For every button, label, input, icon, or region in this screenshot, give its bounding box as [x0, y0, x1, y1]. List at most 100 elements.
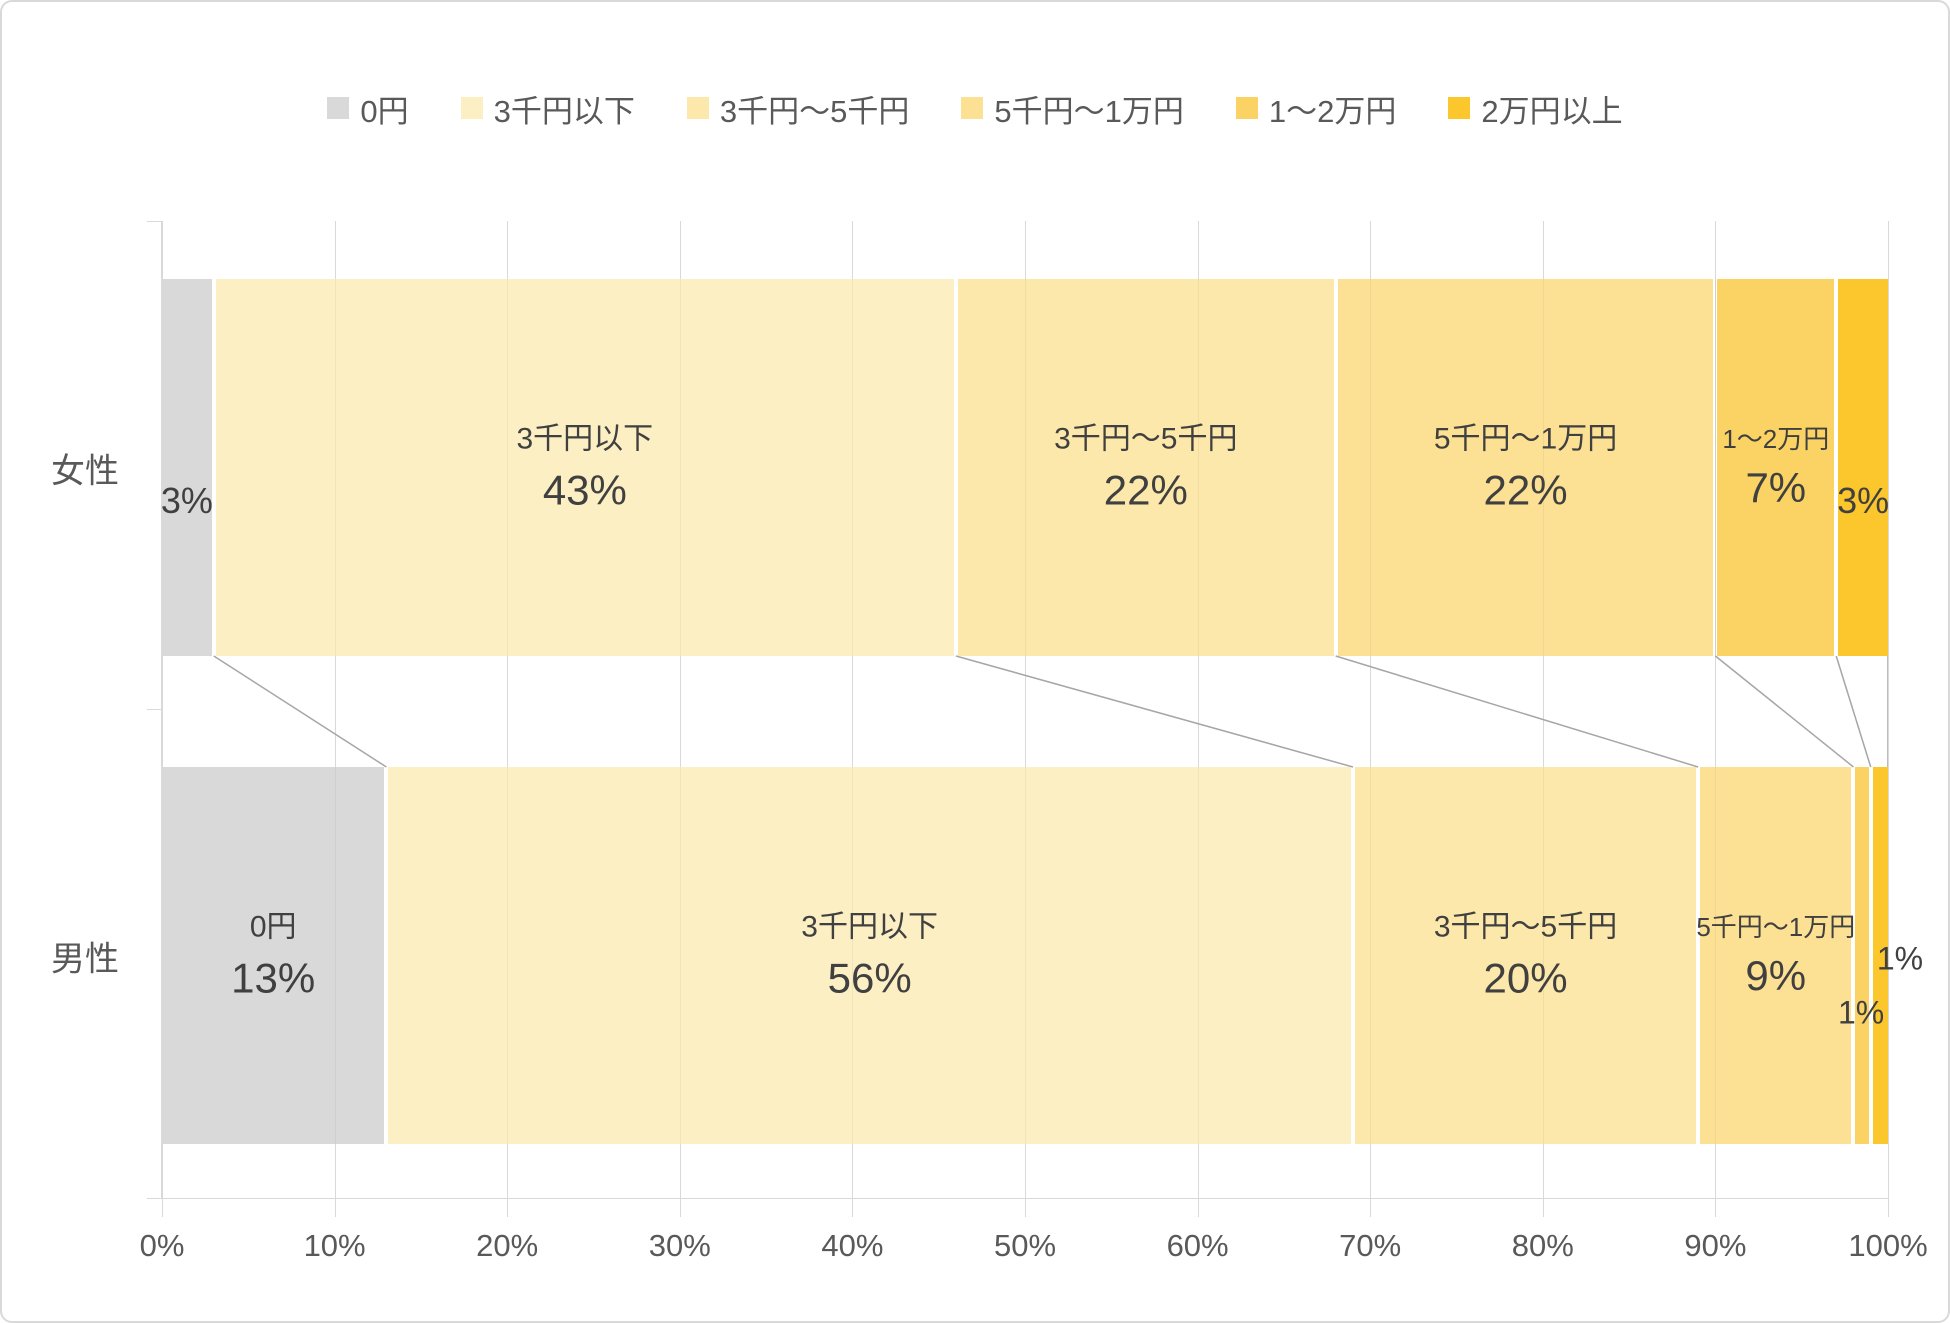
category-label-female: 女性	[51, 452, 119, 490]
bar-segment: 3千円～5千円 20%	[1354, 767, 1697, 1144]
connector-line	[955, 655, 1354, 768]
x-axis-tick	[162, 1199, 163, 1217]
gridline-overlay	[852, 767, 854, 1144]
segment-percent-label: 7%	[1745, 464, 1807, 512]
x-axis-tick-label: 70%	[1339, 1228, 1402, 1263]
x-axis-tick	[1025, 1199, 1026, 1217]
y-axis-tick	[147, 1197, 161, 1199]
segment-percent-label: 20%	[1483, 954, 1568, 1002]
legend-label: 3千円以下	[493, 93, 635, 129]
gridline-overlay	[1197, 767, 1199, 1144]
bar-segment	[1872, 767, 1888, 1144]
connector-line	[1835, 655, 1872, 768]
bar-row-female: 3% 3千円以下 43% 3千円～5千円 22% 5千円～1万円 22% 1～2万円 7% 3%	[160, 279, 1889, 656]
gridline	[1542, 221, 1544, 1198]
x-axis-tick	[334, 1199, 336, 1217]
gridline	[1715, 221, 1717, 1198]
bar-row-male: 0円 13% 3千円以下 56% 3千円～5千円 20% 5千円～1万円 9%	[162, 767, 1888, 1144]
segment-name-label: 0円	[249, 910, 297, 944]
category-label-male: 男性	[51, 940, 119, 978]
bar-segment: 3千円以下 56%	[388, 767, 1351, 1144]
gridline-overlay	[1197, 279, 1199, 656]
legend-swatch-icon	[1448, 97, 1471, 119]
bar-segment: 1～2万円 7%	[1717, 279, 1835, 656]
y-axis-tick	[147, 709, 161, 710]
segment-data-label: 5千円～1万円 22%	[1434, 422, 1617, 513]
value-axis-line	[161, 1198, 1889, 1199]
gridline-overlay	[334, 767, 336, 1144]
gridline-overlay	[1542, 279, 1544, 656]
gridline	[1370, 221, 1372, 1198]
bar-segment: 3千円以下 43%	[215, 279, 954, 656]
legend-label: 2万円以上	[1481, 93, 1623, 129]
x-axis-tick-label: 10%	[303, 1228, 366, 1263]
segment-percent-label-outside: 1%	[1837, 994, 1885, 1030]
legend-item: 3千円以下	[460, 86, 635, 131]
x-axis-tick-label: 90%	[1684, 1228, 1747, 1263]
segment-name-label: 5千円～1万円	[1433, 422, 1618, 456]
segment-name-label: 3千円～5千円	[1054, 422, 1238, 456]
bar-segment: 3千円～5千円 22%	[957, 279, 1334, 656]
x-axis-tick	[679, 1199, 681, 1217]
bar-segment: 3%	[1837, 279, 1889, 656]
gridline-overlay	[1370, 767, 1372, 1144]
gridline-overlay	[679, 279, 681, 656]
x-axis-tick-label: 60%	[1166, 1228, 1229, 1263]
gridline	[1197, 221, 1199, 1198]
value-axis-labels: 0% 10% 20% 30% 40% 50% 60% 70% 80% 90% 100%	[140, 1228, 1928, 1272]
x-axis-tick-label: 100%	[1848, 1228, 1928, 1263]
legend-swatch-icon	[327, 97, 350, 119]
segment-percent-label: 22%	[1103, 466, 1188, 514]
gridline-overlay	[334, 279, 336, 656]
gridline-overlay	[1025, 767, 1026, 1144]
legend-label: 3千円～5千円	[719, 93, 910, 129]
segment-data-label: 1～2万円 7%	[1722, 424, 1829, 512]
x-axis-tick	[1197, 1199, 1199, 1217]
segment-percent-label: 13%	[231, 954, 316, 1002]
x-axis-tick-label: 40%	[821, 1228, 884, 1263]
legend-swatch-icon	[1235, 97, 1258, 119]
y-axis-tick	[147, 220, 161, 222]
legend-label: 0円	[360, 93, 409, 129]
connector-line	[1714, 655, 1854, 768]
gridline-overlay	[1542, 767, 1544, 1144]
gridline-overlay	[507, 767, 509, 1144]
gridline-overlay	[1025, 279, 1026, 656]
gridline-overlay	[507, 279, 509, 656]
gridline	[507, 221, 509, 1198]
gridline	[1025, 221, 1026, 1198]
legend-label: 5千円～1万円	[994, 93, 1184, 129]
x-axis-tick	[1715, 1199, 1717, 1217]
gridline-overlay	[1715, 279, 1717, 656]
segment-percent-label: 3%	[160, 479, 213, 521]
legend-item: 1～2万円	[1235, 86, 1396, 131]
x-axis-tick	[852, 1199, 854, 1217]
segment-data-label: 3千円～5千円 22%	[1054, 422, 1237, 513]
bar-segment	[1855, 767, 1869, 1144]
segment-data-label: 3千円以下 56%	[801, 910, 938, 1001]
legend-item: 3千円～5千円	[686, 86, 910, 131]
gridline	[679, 221, 681, 1198]
segment-data-label: 3千円以下 43%	[517, 422, 654, 513]
plot-area: 3% 3千円以下 43% 3千円～5千円 22% 5千円～1万円 22% 1～2万円 7% 3% 1…	[147, 220, 1923, 1217]
x-axis-tick	[1542, 1199, 1544, 1217]
gridline	[852, 221, 854, 1198]
x-axis-tick-label: 50%	[993, 1228, 1057, 1263]
x-axis-tick-label: 20%	[476, 1228, 539, 1263]
segment-data-label: 3%	[160, 479, 213, 521]
bar-segment: 3%	[160, 279, 213, 656]
segment-data-label: 5千円～1万円 9%	[1696, 911, 1856, 999]
connector-line	[213, 655, 387, 768]
segment-name-label: 3千円～5千円	[1433, 910, 1618, 944]
segment-data-label: 3%	[1837, 481, 1889, 520]
legend-swatch-icon	[460, 97, 483, 119]
segment-name-label: 5千円～1万円	[1696, 911, 1856, 942]
bar-segment: 5千円～1万円 22%	[1337, 279, 1714, 656]
segment-name-label: 3千円以下	[801, 910, 938, 944]
legend-item: 5千円～1万円	[961, 86, 1184, 131]
segment-data-label: 3千円～5千円 20%	[1434, 910, 1617, 1001]
legend-item: 0円	[327, 86, 409, 131]
series-connector-lines	[213, 655, 1888, 768]
x-axis-tick-label: 0%	[139, 1228, 185, 1263]
